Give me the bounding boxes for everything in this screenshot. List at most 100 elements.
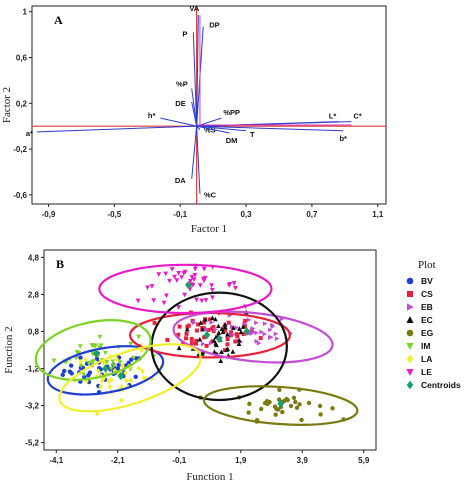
point-im: [76, 350, 82, 356]
point-le: [149, 284, 155, 289]
point-eb: [213, 326, 218, 332]
point-im: [89, 343, 95, 348]
point-ec: [230, 349, 236, 354]
point-im: [131, 355, 137, 361]
ellipse-im: [34, 319, 152, 381]
y-tick-label: -0,6: [13, 191, 27, 200]
point-ec: [216, 323, 221, 329]
y-tick-label: 4,8: [28, 253, 40, 262]
point-cs: [241, 332, 246, 337]
point-cs: [184, 331, 189, 336]
loading-vector-h: [160, 117, 197, 127]
loading-vector-va: [196, 15, 199, 127]
panel-a-y-axis-label: Factor 2: [1, 87, 13, 123]
point-bv: [67, 369, 73, 374]
y-tick-label: 0,6: [16, 54, 28, 63]
point-ec: [202, 316, 208, 322]
legend-label-cs: CS: [421, 289, 433, 299]
legend-swatch-ec: [406, 316, 414, 323]
point-eb: [256, 340, 262, 346]
x-tick-label: -0,1: [173, 210, 187, 219]
vector-label: h*: [148, 111, 156, 120]
point-eg: [264, 399, 270, 404]
point-cs: [184, 336, 189, 341]
point-le: [179, 275, 185, 280]
panel-a-gridlines: [32, 6, 386, 204]
x-tick-label: 0,7: [306, 210, 318, 219]
point-eg: [273, 412, 278, 417]
point-im: [97, 334, 103, 340]
point-cs: [206, 327, 211, 332]
x-tick-label: -0,1: [172, 456, 186, 465]
point-cs: [228, 333, 233, 338]
point-eb: [254, 338, 260, 344]
point-ec: [211, 338, 217, 343]
panel-a-factor-plot: -0,9 -0,5 -0,1 0,3 0,7 1,1 1 0,6 0,2 -0,2 -0,6 VA D…: [1, 4, 387, 235]
point-im: [77, 344, 83, 349]
y-tick-label: 0,8: [28, 327, 40, 336]
point-le: [199, 298, 205, 304]
centroid-marker: [92, 349, 100, 358]
loading-vector-c: [196, 126, 201, 194]
point-la: [96, 368, 101, 374]
vector-label: %S: [204, 126, 216, 135]
panel-a-x-axis-label: Factor 1: [191, 223, 227, 235]
point-ec: [184, 326, 190, 332]
point-eb: [246, 317, 252, 323]
point-cs: [194, 338, 199, 343]
legend-swatch-centroids: [406, 380, 414, 390]
point-cs: [229, 330, 234, 335]
point-ec: [218, 358, 224, 363]
point-le: [210, 295, 215, 300]
legend-swatch-eb: [407, 303, 414, 311]
vector-label: L*: [329, 112, 337, 121]
point-cs: [258, 336, 263, 341]
centroid-marker: [243, 327, 251, 336]
point-la: [106, 378, 112, 384]
point-im: [117, 360, 123, 365]
point-eb: [209, 320, 215, 325]
point-le: [156, 272, 162, 277]
point-le: [163, 271, 169, 277]
point-cs: [243, 318, 248, 323]
point-le: [189, 282, 195, 288]
point-le: [164, 293, 169, 299]
point-la: [128, 377, 133, 384]
point-la: [120, 362, 125, 369]
point-im: [103, 350, 108, 356]
point-la: [119, 397, 124, 404]
vector-label: %PP: [223, 108, 240, 117]
legend-swatch-la: [406, 354, 414, 364]
legend-label-eg: EG: [421, 328, 434, 338]
panel-b-discriminant-plot: -4,1 -2,1 -0,1 1,9 3,9 5,9 4,8 2,8 0,8 -1,2 -3,2 -5…: [3, 249, 377, 483]
y-tick-label: -1,2: [25, 365, 39, 374]
x-tick-label: -2,1: [111, 456, 125, 465]
point-le: [191, 277, 197, 283]
point-ec: [225, 346, 231, 352]
point-eb: [204, 326, 210, 332]
vector-label: DA: [175, 176, 186, 185]
point-bv: [62, 368, 67, 374]
point-la: [141, 375, 147, 381]
point-le: [174, 278, 180, 283]
point-cs: [222, 328, 227, 333]
x-tick-label: 1,1: [372, 210, 384, 219]
point-im: [104, 360, 110, 365]
point-bv: [126, 360, 131, 366]
y-tick-label: 1: [23, 8, 28, 17]
point-eg: [280, 409, 285, 415]
point-im: [89, 360, 95, 366]
legend-swatch-bv: [406, 277, 414, 285]
point-ec: [212, 316, 218, 322]
point-le: [151, 298, 157, 303]
point-cs: [152, 320, 157, 325]
loading-vector-da: [191, 126, 198, 179]
point-eb: [208, 340, 214, 346]
ellipse-eb: [172, 310, 334, 364]
point-ec: [236, 337, 242, 343]
point-eg: [288, 403, 294, 409]
point-ec: [198, 320, 204, 325]
panel-a-frame: [31, 5, 387, 205]
legend-label-im: IM: [421, 341, 430, 351]
point-le: [227, 281, 233, 287]
